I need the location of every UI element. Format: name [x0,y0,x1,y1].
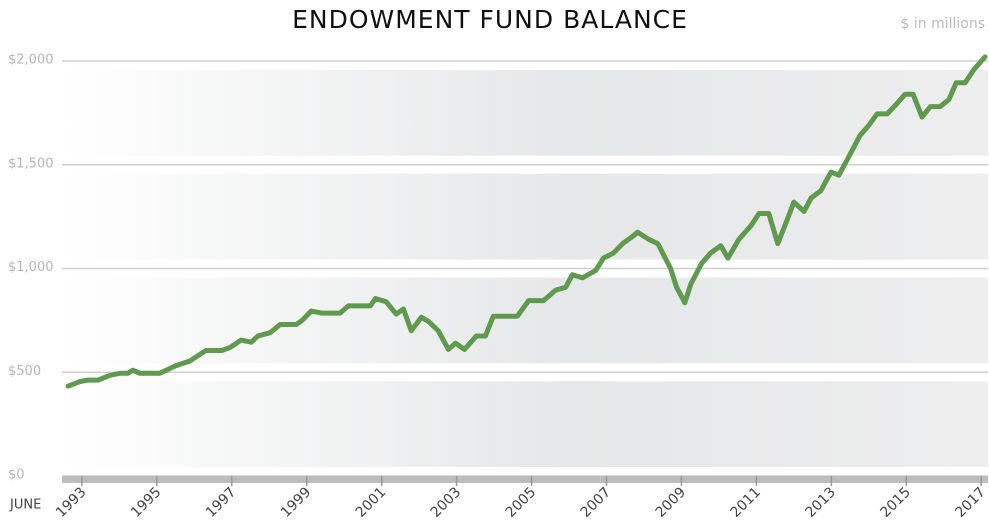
x-tick-label: 2013 [802,484,839,521]
background-band [62,277,988,364]
x-tick-label: 2009 [653,484,690,521]
x-tick-label: 2001 [353,484,390,521]
background-band [62,173,988,260]
x-tick-label: 2007 [578,484,615,521]
x-tick-label: 1997 [203,484,240,521]
y-tick-label: $2,000 [8,53,54,68]
y-tick-label: $1,500 [8,156,54,171]
x-tick-label: 2015 [877,484,914,521]
background-band [62,381,988,467]
y-tick-label: $0 [8,468,25,483]
x-axis-label: JUNE [9,498,41,513]
data-line [65,54,988,389]
x-tick-label: 1995 [128,484,165,521]
y-tick-label: $1,000 [8,260,54,275]
chart-subtitle: $ in millions [901,16,986,32]
x-axis [62,476,988,483]
background-band [62,70,988,156]
x-tick-label: 2011 [728,484,765,521]
x-tick-label: 1993 [53,484,90,521]
x-tick-label: 2003 [428,484,465,521]
chart-title: ENDOWMENT FUND BALANCE [292,5,688,34]
x-tick-label: 1999 [278,484,315,521]
y-tick-label: $500 [8,364,41,379]
x-tick-label: 2005 [503,484,540,521]
x-tick-label: 2017 [952,484,989,521]
